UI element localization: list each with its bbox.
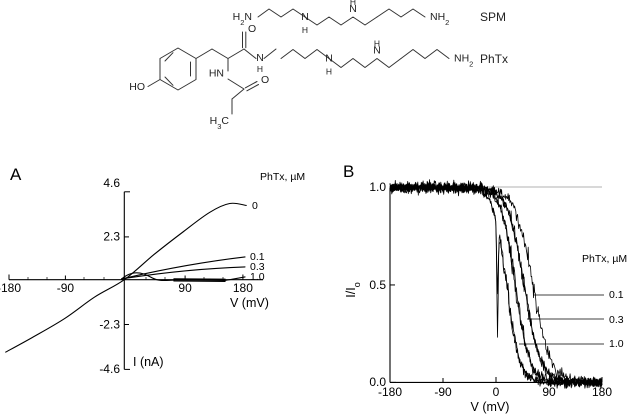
svg-text:PhTx, µM: PhTx, µM xyxy=(260,171,305,183)
svg-text:0.3: 0.3 xyxy=(609,314,624,326)
svg-text:90: 90 xyxy=(542,385,556,399)
svg-text:O: O xyxy=(261,74,269,86)
svg-text:-2.3: -2.3 xyxy=(99,318,120,332)
svg-text:SPM: SPM xyxy=(480,10,506,24)
svg-text:2.3: 2.3 xyxy=(103,230,120,244)
svg-text:-90: -90 xyxy=(57,281,75,295)
svg-text:180: 180 xyxy=(592,385,612,399)
svg-text:0: 0 xyxy=(493,385,500,399)
svg-text:4.6: 4.6 xyxy=(103,176,120,190)
svg-text:B: B xyxy=(343,162,354,181)
svg-text:H: H xyxy=(302,25,308,35)
svg-text:NH2: NH2 xyxy=(430,11,449,27)
svg-text:I/Io: I/Io xyxy=(344,282,362,297)
svg-text:1.0: 1.0 xyxy=(250,271,265,283)
svg-text:V (mV): V (mV) xyxy=(471,400,510,414)
svg-text:-180: -180 xyxy=(0,281,21,295)
svg-text:-180: -180 xyxy=(378,385,402,399)
svg-text:1.0: 1.0 xyxy=(609,338,624,350)
svg-text:90: 90 xyxy=(178,281,192,295)
svg-text:H: H xyxy=(326,67,332,77)
svg-text:H: H xyxy=(374,39,380,49)
svg-text:O: O xyxy=(248,23,256,35)
svg-text:-4.6: -4.6 xyxy=(99,362,120,376)
svg-text:HO: HO xyxy=(129,81,145,93)
svg-text:V (mV): V (mV) xyxy=(230,296,269,310)
svg-text:0.1: 0.1 xyxy=(609,289,624,301)
svg-text:H: H xyxy=(257,64,263,74)
svg-text:PhTx: PhTx xyxy=(480,52,508,66)
svg-text:H3C: H3C xyxy=(210,115,230,130)
svg-text:N: N xyxy=(301,11,309,23)
svg-text:N: N xyxy=(256,52,264,64)
svg-text:NH2: NH2 xyxy=(454,53,473,69)
svg-text:H: H xyxy=(350,0,356,7)
svg-text:I (nA): I (nA) xyxy=(133,355,164,369)
svg-text:A: A xyxy=(10,165,22,184)
svg-text:0.5: 0.5 xyxy=(369,278,386,292)
svg-text:180: 180 xyxy=(233,281,253,295)
svg-text:0: 0 xyxy=(252,200,258,212)
svg-text:PhTx, µM: PhTx, µM xyxy=(582,253,627,265)
svg-text:N: N xyxy=(325,53,333,65)
svg-text:1.0: 1.0 xyxy=(369,180,386,194)
svg-text:HN: HN xyxy=(209,68,224,80)
svg-text:-90: -90 xyxy=(434,385,452,399)
